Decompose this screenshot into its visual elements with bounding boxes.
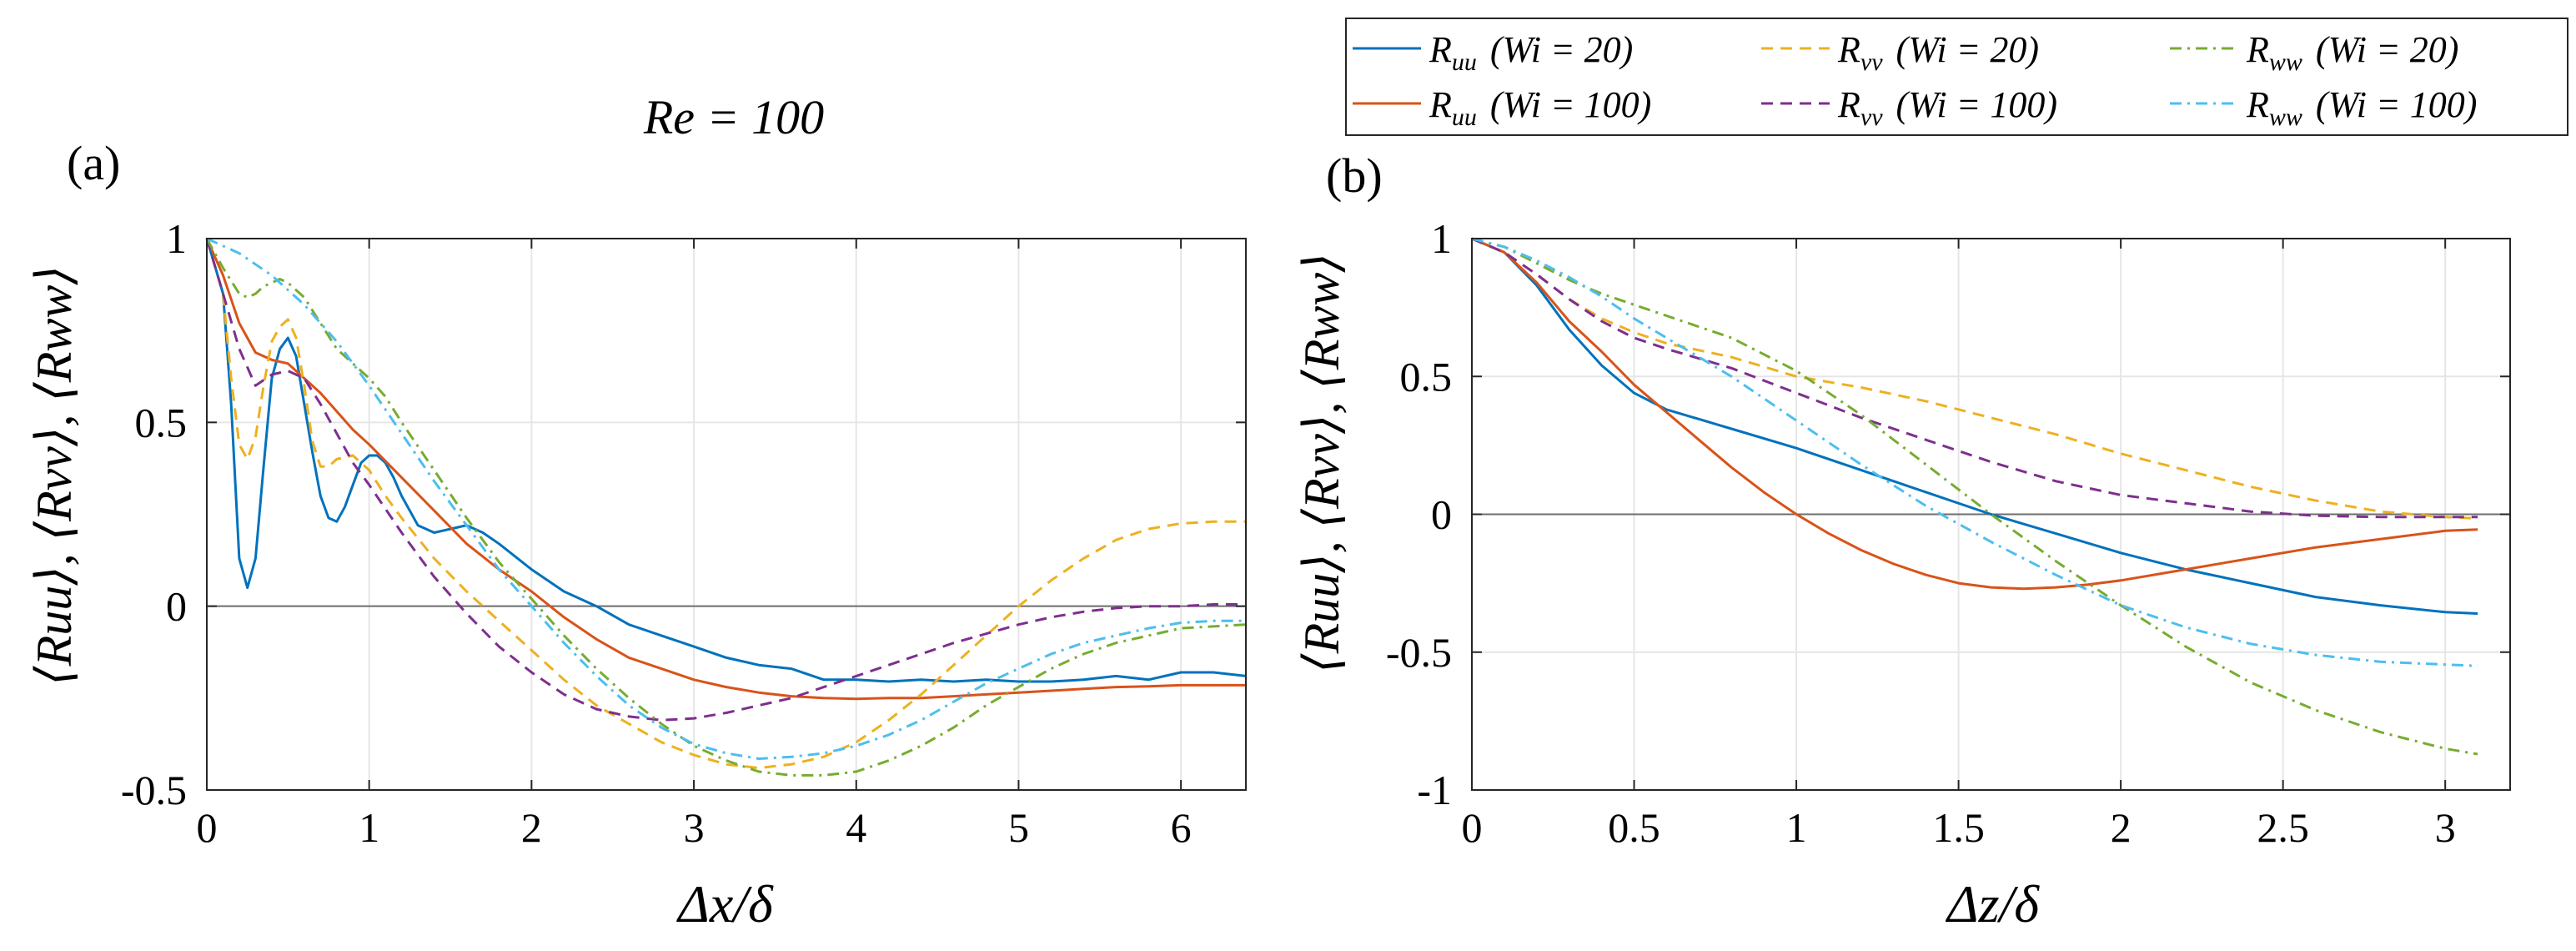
panel-a: 0 1 2 3 4 5 6-0.500.51 Δx/δ ⟨Ruu⟩, ⟨Rvv⟩, ⟨Rww… <box>27 215 1247 933</box>
legend-label-ww_wi100: Rww (Wi = 100) <box>2246 84 2477 131</box>
panel-b-series-vv_wi100 <box>1471 237 2478 519</box>
panel-a-xtick-label-3: 3 <box>684 804 705 851</box>
panel-a-series-uu_wi20 <box>205 238 1247 683</box>
panel-a-xtick-label-6: 6 <box>1171 804 1192 851</box>
panel-b-xtick-label-4: 2 <box>2111 804 2132 851</box>
panel-b-xtick-label-6: 3 <box>2435 804 2456 851</box>
legend-label-vv_wi100: Rvv (Wi = 100) <box>1837 84 2057 131</box>
legend-label-vv_wi20: Rvv (Wi = 20) <box>1837 29 2039 76</box>
legend-box <box>1345 18 2568 136</box>
panel-a-ylabel: ⟨Ruu⟩, ⟨Rvv⟩, ⟨Rww⟩ <box>27 265 82 686</box>
panel-b-label: (b) <box>1326 148 1383 203</box>
legend-label-uu_wi20: Ruu (Wi = 20) <box>1429 29 1633 76</box>
panel-b-ytick-label-3: 0.5 <box>1400 353 1453 400</box>
panel-a-series-vv_wi100 <box>205 238 1246 722</box>
panel-a-series-ww_wi100 <box>206 237 1246 760</box>
panel-b-ticks: 0 0.5 1 1.5 2 2.5 3 -1 -0.5 0 0.5 1 <box>1386 215 2510 851</box>
panel-b: 0 0.5 1 1.5 2 2.5 3 -1 -0.5 0 0.5 1 Δz/δ ⟨Ruu⟩, ⟨Rv… <box>1294 215 2511 933</box>
panel-b-series <box>1471 237 2478 756</box>
panel-b-xtick-label-2: 1 <box>1786 804 1807 851</box>
panel-a-ytick-label-0: -0.5 <box>121 767 187 813</box>
legend-label-uu_wi100: Ruu (Wi = 100) <box>1429 84 1651 131</box>
panel-a-ytick-label-1: 0 <box>166 583 187 630</box>
panel-b-xtick-label-3: 1.5 <box>1932 804 1985 851</box>
panel-a-series-ww_wi20 <box>205 238 1247 777</box>
panel-b-xlabel: Δz/δ <box>1945 874 2040 933</box>
legend-entries: Ruu (Wi = 20) Rvv (Wi = 20) Rww (Wi = 20) Ruu(… <box>1353 29 2477 131</box>
panel-a-series-vv_wi20 <box>205 238 1246 770</box>
panel-a-xtick-label-1: 1 <box>359 804 379 851</box>
panel-a-xtick-label-4: 4 <box>846 804 866 851</box>
panel-b-xtick-label-0: 0 <box>1462 804 1483 851</box>
legend-label-ww_wi20: Rww (Wi = 20) <box>2246 29 2458 76</box>
panel-a-xtick-label-2: 2 <box>521 804 542 851</box>
figure-title: Re = 100 <box>643 90 824 144</box>
legend: Ruu (Wi = 20) Rvv (Wi = 20) Rww (Wi = 20) Ruu(… <box>1345 18 2568 136</box>
panel-a-ticks: 0 1 2 3 4 5 6-0.500.51 <box>121 215 1246 851</box>
panel-b-ytick-label-0: -1 <box>1417 767 1452 813</box>
panel-a-frame <box>206 238 1247 791</box>
panel-a-xtick-label-5: 5 <box>1008 804 1029 851</box>
panel-b-series-uu_wi100 <box>1471 237 2478 591</box>
panel-b-series-ww_wi20 <box>1471 237 2478 756</box>
panel-b-ylabel: ⟨Ruu⟩, ⟨Rvv⟩, ⟨Rww⟩ <box>1294 253 1349 673</box>
panel-b-ytick-label-2: 0 <box>1431 491 1452 538</box>
panel-b-ytick-label-4: 1 <box>1431 215 1452 262</box>
panel-a-series <box>205 237 1247 777</box>
panel-b-series-uu_wi20 <box>1471 237 2478 615</box>
panel-b-xtick-label-1: 0.5 <box>1608 804 1660 851</box>
panel-a-ytick-label-3: 1 <box>166 215 187 262</box>
panel-a-ytick-label-2: 0.5 <box>135 399 188 445</box>
panel-b-series-ww_wi100 <box>1471 237 2478 667</box>
panel-a-label: (a) <box>67 136 120 190</box>
panel-a-xtick-label-0: 0 <box>197 804 218 851</box>
panel-b-xtick-label-5: 2.5 <box>2257 804 2309 851</box>
panel-b-ytick-label-1: -0.5 <box>1386 629 1452 676</box>
panel-a-xlabel: Δx/δ <box>675 874 774 933</box>
